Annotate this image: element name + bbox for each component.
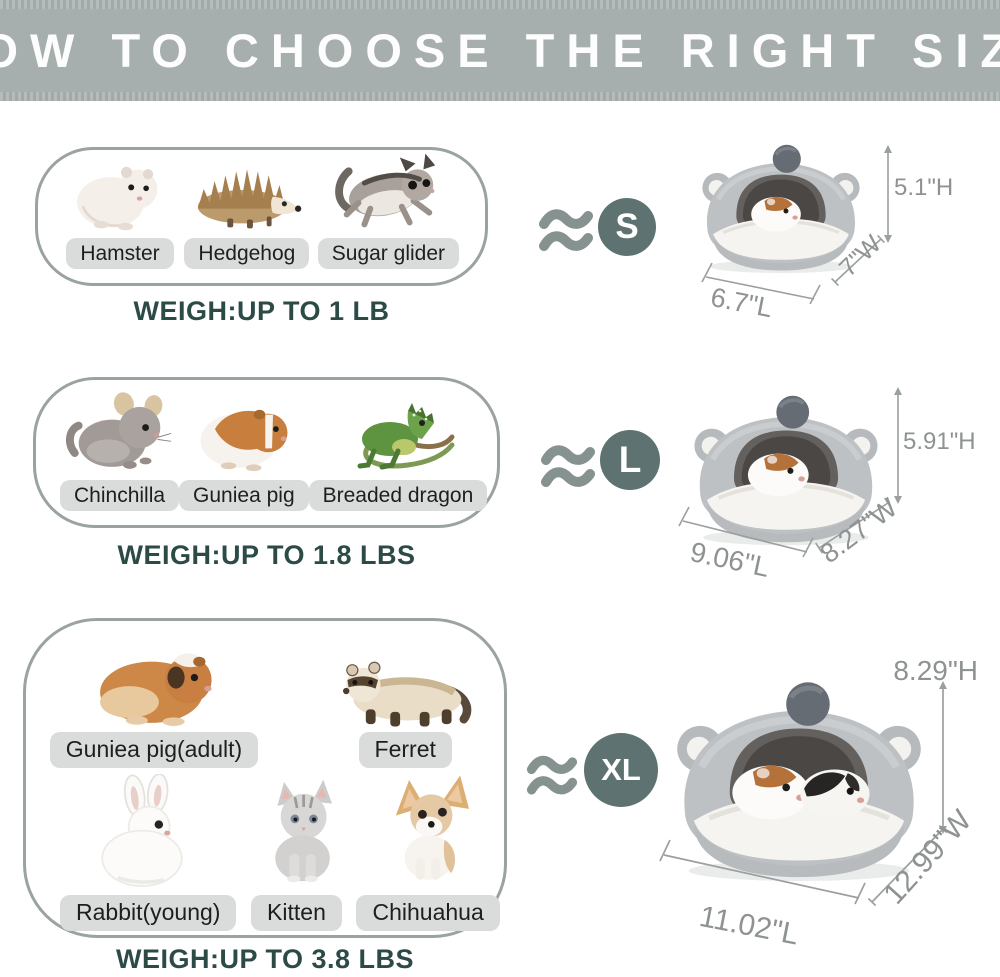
animal-label-ferret: Ferret	[358, 732, 452, 768]
weight-note-l: WEIGH:UP TO 1.8 LBS	[117, 540, 416, 570]
size-xl-product-row: XL 8.29"H 11.02"L 12.99"W	[500, 640, 1000, 977]
rabbit-figure: Rabbit(young)	[60, 773, 237, 931]
guinea-pig-figure: Guniea pig	[179, 385, 309, 511]
size-s-product-row: S 5.1"H 6.7"L 7"W	[500, 130, 1000, 360]
hamster-image	[77, 166, 158, 230]
animal-label-bearded-dragon: Breaded dragon	[308, 479, 488, 511]
chinchilla-image	[65, 391, 171, 469]
dimension-lines-l	[678, 387, 902, 558]
hamster-figure: Hamster	[64, 149, 176, 269]
animal-label-guinea-pig: Guniea pig	[179, 479, 309, 511]
size-badge-l: L	[600, 430, 660, 490]
chinchilla-figure: Chinchilla	[60, 382, 180, 511]
ferret-figure: Ferret	[330, 631, 480, 768]
size-l-product-row: L 5.91"H 9.06"L 8.27"W	[500, 380, 1000, 600]
animal-label-sugar-glider: Sugar glider	[317, 237, 459, 269]
animal-label-chinchilla: Chinchilla	[60, 479, 180, 511]
chihuahua-image	[395, 775, 470, 880]
size-l-animal-box: Chinchilla Guniea pig	[33, 377, 500, 528]
size-s-animal-box: Hamster Hedgehog	[35, 147, 488, 286]
bearded-dragon-figure: Breaded dragon	[308, 381, 488, 511]
sugar-glider-image	[335, 153, 436, 228]
guinea-pig-image	[200, 409, 288, 471]
kitten-figure: Kitten	[236, 772, 356, 931]
dimension-lines-s	[701, 145, 892, 305]
animal-label-kitten: Kitten	[251, 894, 342, 931]
animal-label-guinea-pig-adult: Guniea pig(adult)	[49, 732, 259, 768]
size-badge-xl: XL	[584, 733, 658, 807]
kitten-image	[275, 779, 333, 883]
page-title: HOW TO CHOOSE THE RIGHT SIZE	[0, 24, 1000, 77]
hedgehog-figure: Hedgehog	[184, 145, 310, 269]
dimension-lines-xl	[659, 681, 948, 907]
animal-label-chihuahua: Chihuahua	[356, 894, 500, 931]
weight-note-xl: WEIGH:UP TO 3.8 LBS	[115, 944, 415, 974]
guinea-pig-adult-figure: Guniea pig(adult)	[49, 631, 259, 768]
animal-label-rabbit: Rabbit(young)	[60, 894, 237, 931]
sugar-glider-figure: Sugar glider	[317, 145, 459, 269]
ferret-image	[343, 661, 472, 727]
weight-note-s: WEIGH:UP TO 1 LB	[133, 296, 390, 326]
chihuahua-figure: Chihuahua	[356, 770, 500, 931]
bearded-dragon-image	[357, 402, 455, 470]
dimension-height-s: 5.1"H	[894, 174, 954, 201]
hedgehog-image	[197, 169, 302, 229]
dimension-height-xl: 8.29"H	[893, 655, 978, 686]
animal-label-hedgehog: Hedgehog	[184, 237, 310, 269]
dimension-height-l: 5.91"H	[903, 428, 976, 455]
header-banner: HOW TO CHOOSE THE RIGHT SIZE	[0, 0, 1000, 101]
guinea-pig-adult-image	[100, 653, 212, 726]
animal-label-hamster: Hamster	[66, 237, 174, 269]
rabbit-image	[101, 773, 183, 887]
size-xl-animal-box: Guniea pig(adult)	[23, 618, 507, 938]
size-badge-s: S	[598, 198, 656, 256]
